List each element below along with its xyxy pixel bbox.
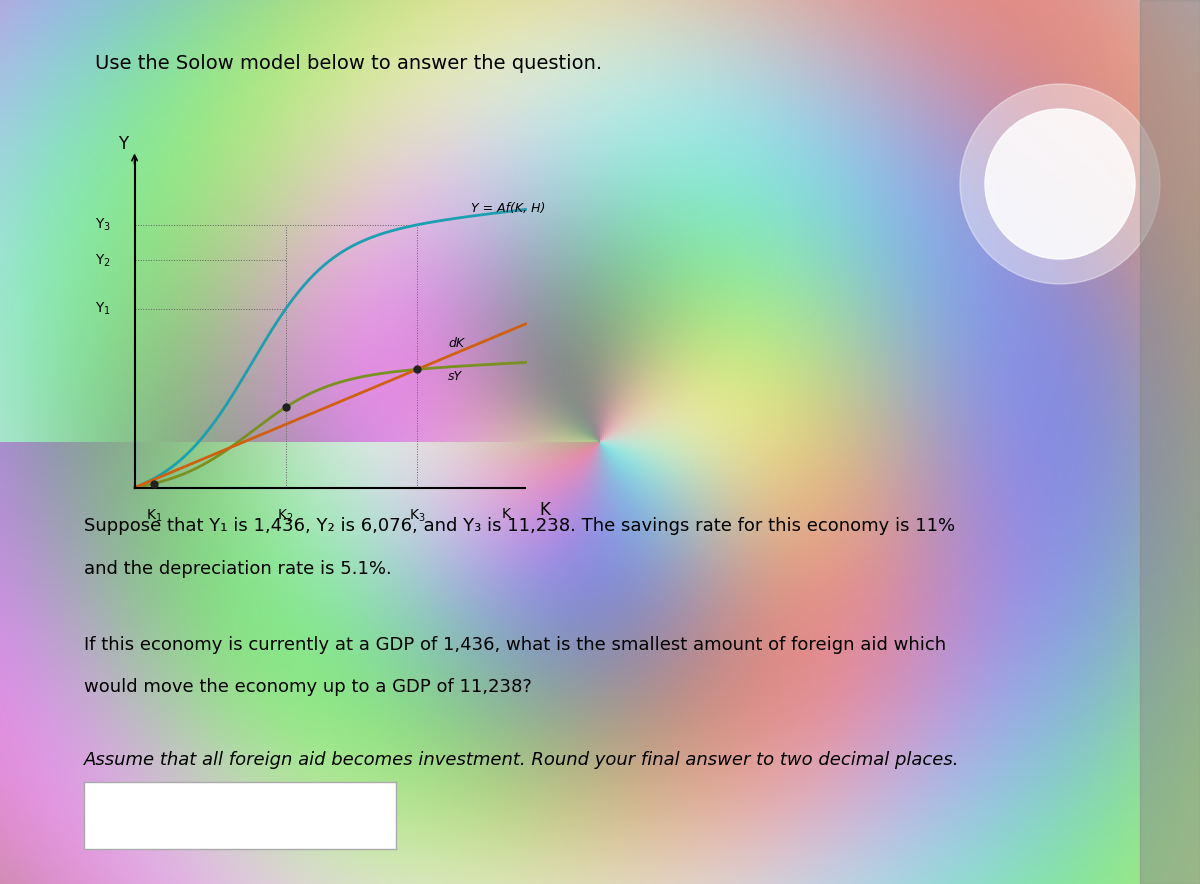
Text: Y = Af(K, H): Y = Af(K, H) bbox=[470, 202, 545, 215]
Text: Use the Solow model below to answer the question.: Use the Solow model below to answer the … bbox=[95, 54, 602, 73]
Text: would move the economy up to a GDP of 11,238?: would move the economy up to a GDP of 11… bbox=[84, 678, 532, 697]
Circle shape bbox=[985, 109, 1135, 259]
Text: K$_3$: K$_3$ bbox=[409, 507, 425, 523]
Text: Suppose that Y₁ is 1,436, Y₂ is 6,076, and Y₃ is 11,238. The savings rate for th: Suppose that Y₁ is 1,436, Y₂ is 6,076, a… bbox=[84, 517, 955, 535]
Text: K$_2$: K$_2$ bbox=[277, 507, 294, 523]
Circle shape bbox=[960, 84, 1160, 284]
Text: Assume that all foreign aid becomes investment. Round your final answer to two d: Assume that all foreign aid becomes inve… bbox=[84, 751, 960, 768]
Text: and the depreciation rate is 5.1%.: and the depreciation rate is 5.1%. bbox=[84, 560, 391, 577]
Bar bbox=[1140, 0, 1200, 884]
Text: sY: sY bbox=[449, 370, 462, 383]
Text: K: K bbox=[502, 507, 510, 522]
Text: Y$_1$: Y$_1$ bbox=[95, 301, 112, 317]
Text: dK: dK bbox=[449, 337, 464, 350]
Text: Y$_3$: Y$_3$ bbox=[95, 217, 112, 233]
Text: K$_1$: K$_1$ bbox=[146, 507, 162, 523]
Text: Y: Y bbox=[118, 135, 128, 153]
Text: K: K bbox=[540, 500, 551, 519]
Text: If this economy is currently at a GDP of 1,436, what is the smallest amount of f: If this economy is currently at a GDP of… bbox=[84, 636, 946, 654]
Text: Y$_2$: Y$_2$ bbox=[95, 252, 112, 269]
